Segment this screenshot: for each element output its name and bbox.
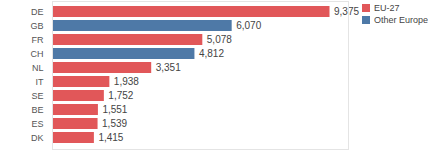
svg-text:NL: NL [32,63,44,73]
svg-text:BE: BE [31,105,43,115]
svg-text:3,351: 3,351 [156,62,181,73]
svg-text:4,812: 4,812 [199,48,224,59]
svg-text:DK: DK [31,133,44,143]
html-text:Other Europe: Other Europe [374,15,428,25]
svg-text:CH: CH [31,49,44,59]
svg-text:1,415: 1,415 [98,132,123,143]
svg-text:SE: SE [31,91,43,101]
svg-text:9,375: 9,375 [334,6,359,17]
svg-text:IT: IT [36,77,45,87]
svg-text:FR: FR [32,35,44,45]
svg-text:1,551: 1,551 [102,104,127,115]
svg-text:GB: GB [30,21,43,31]
svg-text:1,539: 1,539 [102,118,127,129]
svg-text:6,070: 6,070 [236,20,261,31]
svg-text:5,078: 5,078 [207,34,232,45]
svg-text:1,938: 1,938 [114,76,139,87]
html-text:EU-27: EU-27 [374,3,400,13]
svg-text:ES: ES [31,119,43,129]
svg-text:DE: DE [31,7,44,17]
svg-text:1,752: 1,752 [108,90,133,101]
